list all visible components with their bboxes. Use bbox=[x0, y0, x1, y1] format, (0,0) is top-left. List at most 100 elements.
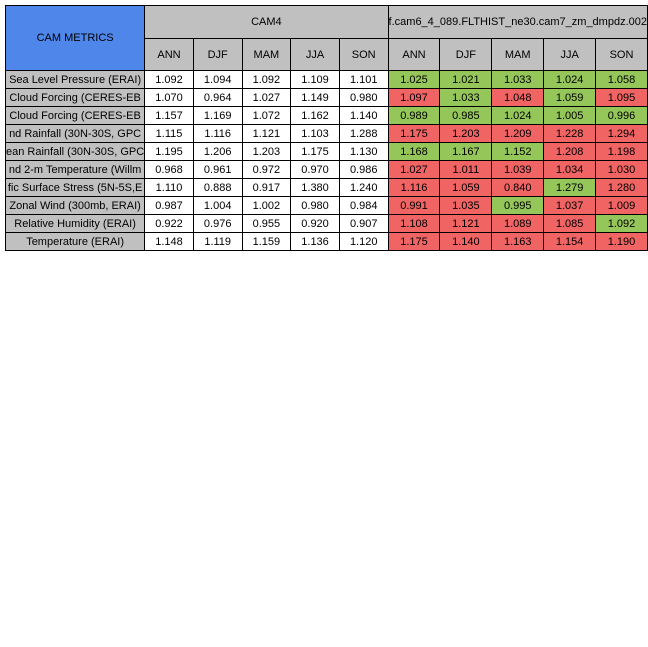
row-label-text: Sea Level Pressure (ERAI) bbox=[9, 73, 142, 86]
cam4-value-cell: 0.922 bbox=[144, 214, 194, 233]
cam4-value-cell: 1.094 bbox=[192, 70, 243, 89]
table-row: Cloud Forcing (CERES-EB 1.070 0.964 1.027 1.… bbox=[4, 88, 648, 107]
table-row: nd Rainfall (30N-30S, GPC 1.115 1.116 1.121… bbox=[4, 124, 648, 143]
experiment-value-cell: 1.021 bbox=[439, 70, 493, 89]
row-label: Temperature (ERAI) bbox=[4, 232, 146, 251]
row-label: fic Surface Stress (5N-5S,E bbox=[4, 178, 146, 197]
group-header-row: CAM METRICS CAM4 f.cam6_4_089.FLTHIST_ne… bbox=[4, 4, 648, 71]
experiment-value-cell: 1.279 bbox=[543, 178, 597, 197]
experiment-value-cell: 0.996 bbox=[595, 106, 648, 125]
cam-metrics-table: CAM METRICS CAM4 f.cam6_4_089.FLTHIST_ne… bbox=[4, 4, 648, 251]
season-header-cam4-son: SON bbox=[338, 38, 389, 71]
experiment-value-cell: 1.027 bbox=[387, 160, 441, 179]
experiment-value-cell: 1.033 bbox=[439, 88, 493, 107]
experiment-value-cell: 1.190 bbox=[595, 232, 648, 251]
experiment-value-cell: 1.280 bbox=[595, 178, 648, 197]
cam4-value-cell: 0.968 bbox=[144, 160, 194, 179]
season-header-cam4-djf: DJF bbox=[192, 38, 243, 71]
group-header-experiment: f.cam6_4_089.FLTHIST_ne30.cam7_zm_dmpdz.… bbox=[387, 4, 648, 40]
table-title: CAM METRICS bbox=[4, 5, 146, 71]
cam4-value-cell: 1.148 bbox=[144, 232, 194, 251]
table-row: fic Surface Stress (5N-5S,E 1.110 0.888 0.9… bbox=[4, 178, 648, 197]
season-header-exp-jja: JJA bbox=[543, 38, 597, 71]
row-label-text: nd 2-m Temperature (Willm bbox=[8, 163, 142, 176]
experiment-value-cell: 1.294 bbox=[595, 124, 648, 143]
group-header-cam4: CAM4 bbox=[144, 4, 389, 40]
experiment-value-cell: 1.208 bbox=[543, 142, 597, 161]
cam4-value-cell: 1.157 bbox=[144, 106, 194, 125]
cam4-value-cell: 0.987 bbox=[144, 196, 194, 215]
season-header-cam4-mam: MAM bbox=[241, 38, 292, 71]
row-label-text: Relative Humidity (ERAI) bbox=[14, 217, 136, 230]
cam4-value-cell: 0.964 bbox=[192, 88, 243, 107]
experiment-value-cell: 0.991 bbox=[387, 196, 441, 215]
cam4-value-cell: 0.955 bbox=[241, 214, 292, 233]
cam4-value-cell: 1.130 bbox=[338, 142, 389, 161]
experiment-value-cell: 0.995 bbox=[491, 196, 545, 215]
cam4-value-cell: 1.136 bbox=[290, 232, 340, 251]
cam4-value-cell: 1.072 bbox=[241, 106, 292, 125]
cam4-value-cell: 1.120 bbox=[338, 232, 389, 251]
cam4-value-cell: 0.970 bbox=[290, 160, 340, 179]
cam4-value-cell: 1.288 bbox=[338, 124, 389, 143]
cam4-value-cell: 1.119 bbox=[192, 232, 243, 251]
cam4-value-cell: 0.980 bbox=[338, 88, 389, 107]
cam4-value-cell: 1.159 bbox=[241, 232, 292, 251]
cam4-value-cell: 1.162 bbox=[290, 106, 340, 125]
experiment-value-cell: 0.840 bbox=[491, 178, 545, 197]
table-row: Sea Level Pressure (ERAI) 1.092 1.094 1.092… bbox=[4, 70, 648, 89]
row-label-text: Cloud Forcing (CERES-EB bbox=[9, 91, 141, 104]
experiment-value-cell: 1.116 bbox=[387, 178, 441, 197]
experiment-value-cell: 1.059 bbox=[439, 178, 493, 197]
row-label-text: Temperature (ERAI) bbox=[26, 235, 124, 248]
cam4-value-cell: 1.101 bbox=[338, 70, 389, 89]
experiment-value-cell: 1.005 bbox=[543, 106, 597, 125]
cam4-value-cell: 1.206 bbox=[192, 142, 243, 161]
experiment-value-cell: 1.140 bbox=[439, 232, 493, 251]
experiment-value-cell: 1.059 bbox=[543, 88, 597, 107]
experiment-value-cell: 1.011 bbox=[439, 160, 493, 179]
cam4-value-cell: 0.920 bbox=[290, 214, 340, 233]
cam4-value-cell: 1.115 bbox=[144, 124, 194, 143]
experiment-value-cell: 1.024 bbox=[543, 70, 597, 89]
experiment-value-cell: 1.167 bbox=[439, 142, 493, 161]
cam4-value-cell: 0.888 bbox=[192, 178, 243, 197]
experiment-value-cell: 1.085 bbox=[543, 214, 597, 233]
experiment-value-cell: 0.985 bbox=[439, 106, 493, 125]
cam4-value-cell: 0.907 bbox=[338, 214, 389, 233]
season-header-exp-djf: DJF bbox=[439, 38, 493, 71]
experiment-value-cell: 1.203 bbox=[439, 124, 493, 143]
cam4-value-cell: 1.092 bbox=[144, 70, 194, 89]
row-label: nd Rainfall (30N-30S, GPC bbox=[4, 124, 146, 143]
cam4-value-cell: 0.917 bbox=[241, 178, 292, 197]
row-label-text: Zonal Wind (300mb, ERAI) bbox=[9, 199, 141, 212]
cam4-value-cell: 1.175 bbox=[290, 142, 340, 161]
table-row: nd 2-m Temperature (Willm 0.968 0.961 0.972… bbox=[4, 160, 648, 179]
row-label-text: nd Rainfall (30N-30S, GPC bbox=[9, 127, 142, 140]
experiment-value-cell: 1.198 bbox=[595, 142, 648, 161]
experiment-value-cell: 1.168 bbox=[387, 142, 441, 161]
row-label-text: ean Rainfall (30N-30S, GPC bbox=[6, 145, 145, 158]
table-row: Zonal Wind (300mb, ERAI) 0.987 1.004 1.002 0… bbox=[4, 196, 648, 215]
experiment-value-cell: 1.121 bbox=[439, 214, 493, 233]
row-label: ean Rainfall (30N-30S, GPC bbox=[4, 142, 146, 161]
row-label-text: Cloud Forcing (CERES-EB bbox=[9, 109, 141, 122]
experiment-value-cell: 1.009 bbox=[595, 196, 648, 215]
experiment-value-cell: 1.030 bbox=[595, 160, 648, 179]
row-label: Sea Level Pressure (ERAI) bbox=[4, 70, 146, 89]
row-label: Zonal Wind (300mb, ERAI) bbox=[4, 196, 146, 215]
table-row: Cloud Forcing (CERES-EB 1.157 1.169 1.072 1.… bbox=[4, 106, 648, 125]
experiment-value-cell: 1.163 bbox=[491, 232, 545, 251]
row-label: Cloud Forcing (CERES-EB bbox=[4, 106, 146, 125]
cam4-value-cell: 1.103 bbox=[290, 124, 340, 143]
cam4-value-cell: 1.092 bbox=[241, 70, 292, 89]
experiment-value-cell: 1.058 bbox=[595, 70, 648, 89]
cam4-value-cell: 1.070 bbox=[144, 88, 194, 107]
cam4-value-cell: 0.986 bbox=[338, 160, 389, 179]
cam4-value-cell: 1.140 bbox=[338, 106, 389, 125]
experiment-value-cell: 1.095 bbox=[595, 88, 648, 107]
experiment-value-cell: 1.033 bbox=[491, 70, 545, 89]
cam4-value-cell: 1.203 bbox=[241, 142, 292, 161]
cam4-value-cell: 0.961 bbox=[192, 160, 243, 179]
cam4-value-cell: 0.984 bbox=[338, 196, 389, 215]
